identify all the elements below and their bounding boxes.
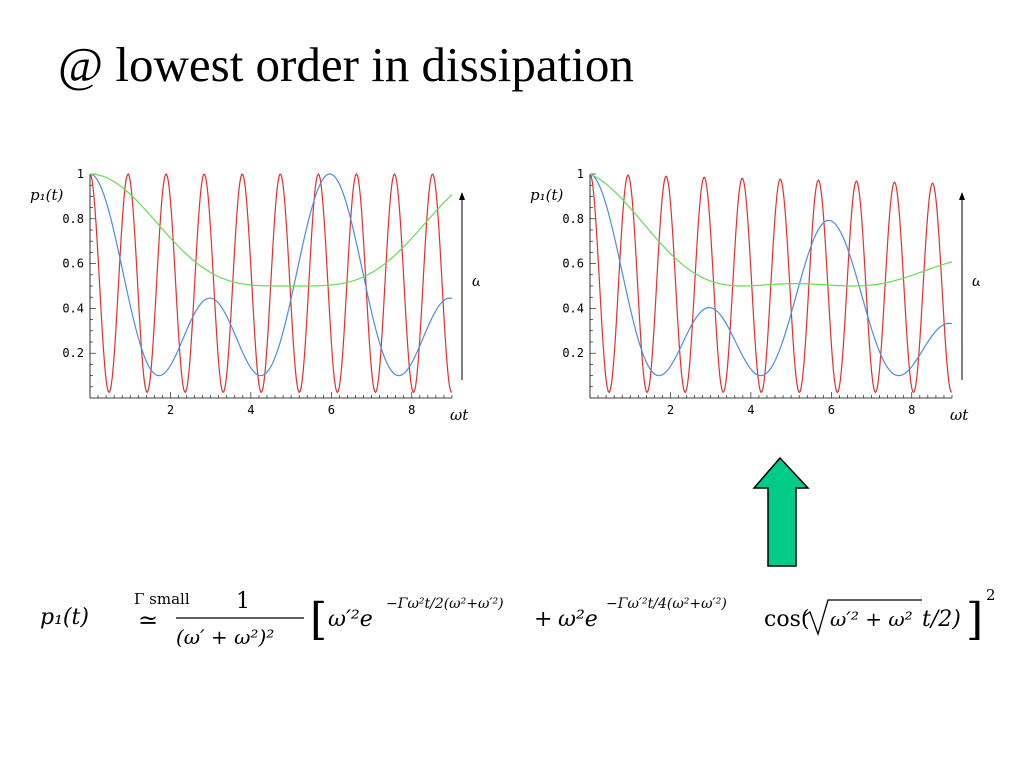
x-tick-label: 2: [667, 403, 674, 417]
y-tick-label: 0.4: [62, 301, 84, 315]
omega-prime-arrow-head: [959, 192, 965, 200]
formula-bracket-close: ]: [966, 594, 983, 645]
series-line-2: [589, 173, 953, 377]
formula-plus: +: [534, 607, 552, 632]
y-tick-label: 0.8: [562, 212, 584, 226]
series-line-1: [589, 173, 953, 394]
formula-power: 2: [986, 586, 996, 604]
formula-p1: p₁(t) Γ small ≃ 1 (ω′ + ω²)² [ ω′²e −Γω²…: [40, 586, 996, 649]
series-line-3: [89, 173, 453, 287]
formula-term2-exp: −Γω′²t/4(ω²+ω′²): [606, 596, 727, 612]
y-axis-label: p₁(t): [30, 186, 63, 204]
formula-term2-base: ω²e: [558, 607, 598, 632]
y-tick-label: 0.6: [562, 257, 584, 271]
sqrt-sign: [803, 599, 922, 637]
formula-relation-top: Γ small: [134, 590, 190, 608]
x-tick-label: 4: [747, 403, 754, 417]
y-tick-label: 1: [77, 167, 84, 181]
y-tick-label: 1: [577, 167, 584, 181]
y-tick-label: 0.6: [62, 257, 84, 271]
x-tick-label: 6: [328, 403, 335, 417]
series-line-2: [89, 173, 453, 377]
x-axis-label: ωt: [450, 406, 469, 424]
formula-cos-tail: t/2): [922, 607, 961, 632]
x-tick-label: 8: [908, 403, 915, 417]
series-line-1: [89, 172, 453, 394]
formula-sqrt-content: ω′² + ω²: [830, 607, 913, 631]
formula-denominator: (ω′ + ω²)²: [176, 625, 274, 649]
formula-relation: ≃: [138, 606, 158, 634]
formula-cos-open: cos(: [764, 607, 809, 632]
x-tick-label: 8: [408, 403, 415, 417]
formula-lhs: p₁(t): [40, 605, 89, 630]
x-axis-label: ωt: [950, 406, 969, 424]
y-tick-label: 0.8: [62, 212, 84, 226]
chart-left: 2 4 6 8 0.2 0.4 0.6 0.8 1 p₁(t) ωt ω′: [30, 167, 480, 424]
up-arrow-shape: [752, 456, 810, 567]
omega-prime-label: ω′: [472, 272, 480, 290]
formula-numerator: 1: [236, 589, 250, 614]
y-tick-label: 0.2: [562, 346, 584, 360]
series-line-3: [589, 173, 953, 287]
up-arrow-icon: [752, 456, 810, 567]
x-tick-label: 4: [247, 403, 254, 417]
omega-prime-label: ω′: [972, 272, 980, 290]
formula-bracket-open: [: [310, 594, 327, 645]
omega-prime-arrow-head: [459, 192, 465, 200]
y-tick-label: 0.4: [562, 301, 584, 315]
y-tick-label: 0.2: [62, 346, 84, 360]
slide-title: @ lowest order in dissipation: [58, 37, 634, 92]
formula-term1-base: ω′²e: [328, 607, 373, 632]
formula-term1-exp: −Γω²t/2(ω²+ω′²): [386, 596, 504, 612]
chart-right: 2 4 6 8 0.2 0.4 0.6 0.8 1 p₁(t) ωt ω′: [530, 167, 980, 424]
x-tick-label: 6: [828, 403, 835, 417]
y-axis-label: p₁(t): [530, 186, 563, 204]
x-tick-label: 2: [167, 403, 174, 417]
